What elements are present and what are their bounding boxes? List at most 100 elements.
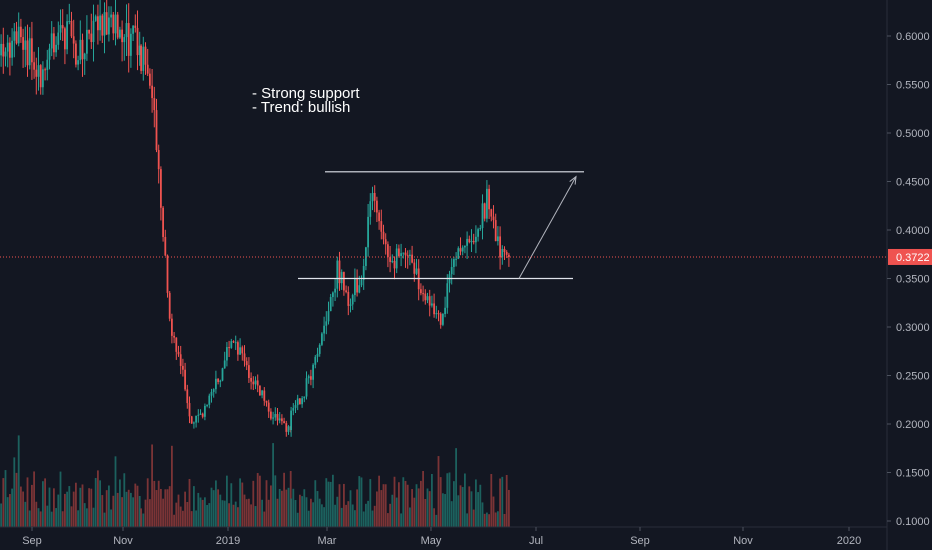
volume-bar — [206, 505, 208, 527]
projection-arrow-line[interactable] — [518, 176, 577, 279]
volume-bar — [490, 474, 493, 527]
volume-bar — [307, 510, 310, 527]
candle-body — [57, 32, 60, 45]
volume-bar — [287, 487, 290, 527]
candle-body — [125, 23, 128, 38]
candle-body — [453, 259, 455, 268]
candle-body — [358, 285, 361, 293]
volume-bar — [442, 493, 444, 527]
candle-body — [44, 69, 46, 71]
volume-bar — [349, 490, 352, 527]
volume-bar — [314, 480, 317, 527]
annotation-line-2: - Trend: bullish — [252, 99, 350, 116]
y-tick-label: 0.1000 — [896, 516, 930, 528]
candle-body — [439, 313, 442, 325]
volume-bar — [338, 484, 341, 527]
candle-body — [75, 43, 77, 65]
candle-body — [149, 73, 151, 86]
volume-bar — [144, 499, 147, 527]
candle-body — [146, 64, 149, 74]
volume-bar — [503, 513, 506, 527]
volume-bar — [81, 484, 84, 527]
candle-body — [287, 426, 290, 432]
candle-body — [70, 20, 73, 37]
volume-bar — [97, 470, 99, 527]
time-scale[interactable]: Sep Nov 2019 Mar May Jul Sep Nov 2020 — [22, 527, 861, 547]
candle-body — [424, 293, 427, 301]
candle-body — [142, 46, 145, 71]
candle-body — [136, 27, 139, 56]
candle-body — [272, 417, 274, 419]
volume-bar — [409, 507, 411, 527]
candle-body — [378, 212, 380, 222]
volume-bar — [114, 456, 117, 527]
volume-bar — [35, 501, 38, 527]
candle-body — [265, 400, 268, 403]
volume-bar — [437, 456, 440, 527]
volume-bar — [362, 511, 365, 527]
candle-body — [230, 341, 233, 348]
y-tick-label: 0.5500 — [896, 80, 930, 92]
volume-bar — [483, 513, 486, 527]
candle-body — [204, 405, 206, 417]
volume-bar — [294, 500, 297, 527]
candle-body — [479, 228, 482, 230]
volume-bar — [190, 511, 193, 527]
volume-bar — [149, 499, 151, 527]
candle-body — [499, 236, 501, 258]
candle-body — [232, 341, 235, 343]
candle-body — [450, 267, 453, 275]
candle-body — [116, 14, 119, 38]
candle-body — [398, 248, 400, 257]
candle-body — [168, 292, 171, 319]
volume-bar — [182, 510, 184, 527]
candle-body — [234, 342, 237, 344]
candle-body — [488, 188, 490, 210]
x-tick-label: Jul — [529, 535, 543, 547]
volume-bar — [179, 506, 182, 527]
drawings[interactable] — [298, 171, 584, 280]
candle-body — [182, 365, 184, 370]
candle-body — [256, 380, 259, 386]
volume-bar — [413, 497, 416, 527]
volume-bar — [75, 482, 77, 527]
volume-bar — [125, 491, 128, 527]
candle-body — [413, 262, 416, 274]
volume-bar — [470, 491, 473, 527]
candle-body — [173, 335, 175, 338]
candle-body — [61, 25, 64, 29]
candle-body — [461, 247, 464, 252]
candle-body — [404, 252, 407, 256]
candle-body — [360, 279, 363, 286]
candle-body — [248, 365, 250, 378]
candle-body — [431, 303, 433, 306]
volume-bar — [219, 494, 222, 527]
volume-bar — [382, 484, 385, 527]
candle-body — [310, 376, 312, 380]
candle-body — [90, 33, 93, 43]
volume-bar — [283, 472, 285, 527]
y-tick-label: 0.1500 — [896, 468, 930, 480]
candle-body — [48, 48, 51, 60]
volume-bar — [472, 509, 475, 527]
candle-body — [267, 402, 270, 412]
candle-body — [299, 398, 301, 405]
volume-bar — [57, 494, 60, 527]
volume-bar — [33, 471, 35, 527]
volume-bar — [285, 489, 288, 527]
volume-bar — [378, 475, 380, 527]
volume-bar — [358, 476, 361, 527]
candle-body — [442, 314, 444, 325]
volume-bar — [369, 479, 372, 527]
candle-body — [31, 38, 33, 63]
volume-bar — [223, 500, 226, 527]
price-scale[interactable]: 0.6000 0.5500 0.5000 0.4500 0.4000 0.3500 0.30… — [887, 31, 930, 528]
candle-body — [380, 221, 383, 232]
volume-bar — [345, 504, 347, 527]
candle-body — [325, 321, 328, 326]
volume-bar — [110, 509, 112, 527]
candle-body — [400, 253, 402, 257]
volume-bar — [321, 504, 323, 527]
candle-body — [402, 252, 405, 254]
